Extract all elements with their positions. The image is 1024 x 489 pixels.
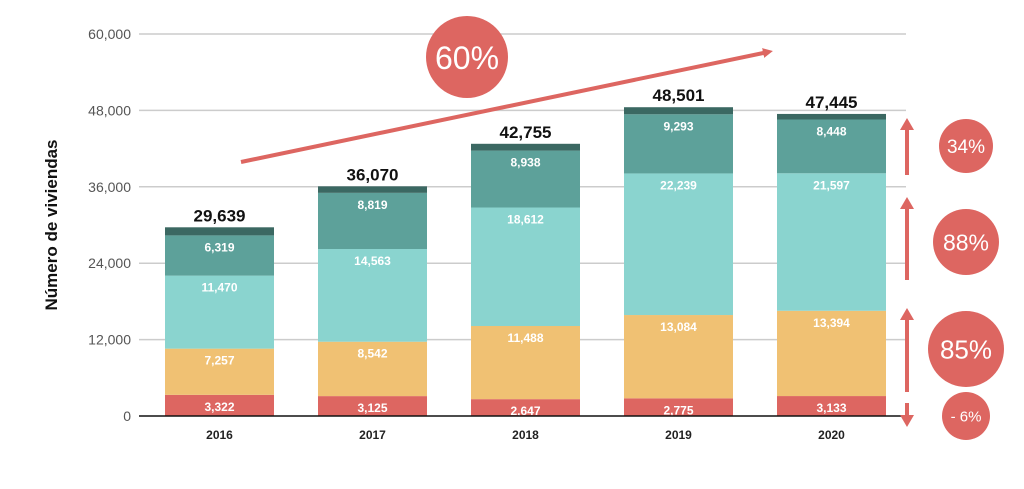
bar-value-label: 8,448 xyxy=(816,124,846,138)
arrowhead-icon xyxy=(900,197,914,209)
bar-value-label: 3,133 xyxy=(816,401,846,415)
y-tick-label: 12,000 xyxy=(88,332,131,348)
bar-value-label: 2,775 xyxy=(663,403,693,417)
change-annotation-segment-1: - 6% xyxy=(900,392,990,440)
y-tick-label: 60,000 xyxy=(88,26,131,42)
change-badge xyxy=(928,311,1004,387)
bar-segment-4 xyxy=(165,235,274,276)
change-annotation-segment-4: 34% xyxy=(900,118,993,175)
bar-segment-5 xyxy=(165,227,274,236)
bar-value-label: 11,488 xyxy=(507,331,543,345)
trend-badge-label: 60% xyxy=(435,40,499,76)
bar-segment-3 xyxy=(777,173,886,311)
x-tick-label: 2016 xyxy=(206,428,233,442)
bar-value-label: 9,293 xyxy=(663,119,693,133)
change-badge xyxy=(939,119,993,173)
y-tick-label: 36,000 xyxy=(88,179,131,195)
x-axis-ticks: 2016 2017 2018 2019 2020 xyxy=(206,428,845,442)
y-tick-label: 0 xyxy=(123,408,131,424)
bar-segment-2 xyxy=(318,341,427,397)
bar-segment-1 xyxy=(624,398,733,416)
bar-segment-2 xyxy=(165,348,274,395)
bar-value-label: 13,394 xyxy=(813,316,850,330)
change-badge xyxy=(942,392,990,440)
bar-segment-4 xyxy=(777,119,886,174)
bar-segment-2 xyxy=(471,326,580,400)
bar-segment-4 xyxy=(471,150,580,208)
bar-segment-3 xyxy=(471,207,580,327)
total-label: 29,639 xyxy=(194,206,246,225)
x-tick-label: 2017 xyxy=(359,428,386,442)
bar-stack-2017: 3,125 8,542 14,563 8,819 xyxy=(318,186,427,416)
bar-value-label: 22,239 xyxy=(660,178,697,192)
bar-value-label: 13,084 xyxy=(660,320,697,334)
bar-segment-3 xyxy=(318,249,427,342)
bar-segment-2 xyxy=(624,315,733,399)
total-label: 47,445 xyxy=(806,93,858,112)
bar-segment-4 xyxy=(624,114,733,174)
bar-value-label: 21,597 xyxy=(813,178,850,192)
bar-segment-1 xyxy=(471,399,580,416)
bar-value-label: 18,612 xyxy=(507,213,544,227)
x-tick-label: 2019 xyxy=(665,428,692,442)
bar-stack-2018: 2,647 11,488 18,612 8,938 xyxy=(471,143,580,418)
bar-value-label: 3,125 xyxy=(357,401,387,415)
trend-arrow xyxy=(240,48,773,164)
bar-segment-4 xyxy=(318,192,427,250)
bar-segment-3 xyxy=(165,275,274,349)
change-annotation-segment-2: 85% xyxy=(900,308,1004,392)
total-label: 36,070 xyxy=(347,165,399,184)
bar-value-label: 7,257 xyxy=(204,354,234,368)
y-tick-label: 48,000 xyxy=(88,102,131,118)
change-annotation-segment-3: 88% xyxy=(900,197,999,280)
total-label: 42,755 xyxy=(500,123,552,142)
bar-value-label: 3,322 xyxy=(204,400,234,414)
bar-segment-5 xyxy=(777,113,886,120)
x-tick-label: 2020 xyxy=(818,428,845,442)
arrowhead-icon xyxy=(900,308,914,320)
bar-value-label: 8,819 xyxy=(357,198,387,212)
trend-annotation: 60% xyxy=(240,16,773,164)
bar-value-label: 11,470 xyxy=(201,281,237,295)
bar-segment-5 xyxy=(624,107,733,115)
bar-stack-2019: 2,775 13,084 22,239 9,293 xyxy=(624,107,733,417)
bar-segment-5 xyxy=(471,143,580,151)
y-tick-label: 24,000 xyxy=(88,255,131,271)
bars: 3,322 7,257 11,470 6,319 3,125 8,542 14,563 8,8… xyxy=(165,107,886,418)
bar-segment-1 xyxy=(318,396,427,416)
bar-value-label: 2,647 xyxy=(510,404,540,418)
change-badge xyxy=(933,209,999,275)
bar-value-label: 6,319 xyxy=(204,240,234,254)
change-badge-label: 88% xyxy=(943,229,989,255)
bar-segment-1 xyxy=(777,396,886,416)
arrowhead-icon xyxy=(900,415,914,427)
y-axis-label: Número de viviendas xyxy=(42,139,61,310)
change-badge-label: - 6% xyxy=(951,408,982,425)
bar-value-label: 8,542 xyxy=(357,347,387,361)
bar-segment-3 xyxy=(624,173,733,316)
bar-segment-5 xyxy=(318,186,427,193)
total-labels: 29,639 36,070 42,755 48,501 47,445 xyxy=(194,86,858,225)
change-annotations: 34% 88% 85% - 6% xyxy=(900,118,1004,440)
trend-badge xyxy=(426,16,508,98)
bar-stack-2016: 3,322 7,257 11,470 6,319 xyxy=(165,227,274,416)
total-label: 48,501 xyxy=(653,86,705,105)
change-badge-label: 34% xyxy=(947,137,985,158)
change-badge-label: 85% xyxy=(940,334,992,364)
bar-segment-2 xyxy=(777,310,886,397)
bar-value-label: 14,563 xyxy=(354,254,391,268)
arrowhead-icon xyxy=(900,118,914,130)
bar-segment-1 xyxy=(165,394,274,416)
bar-stack-2020: 3,133 13,394 21,597 8,448 xyxy=(777,113,886,416)
y-axis-ticks: 0 12,000 24,000 36,000 48,000 60,000 xyxy=(88,26,131,424)
x-tick-label: 2018 xyxy=(512,428,539,442)
bar-value-label: 8,938 xyxy=(510,156,540,170)
